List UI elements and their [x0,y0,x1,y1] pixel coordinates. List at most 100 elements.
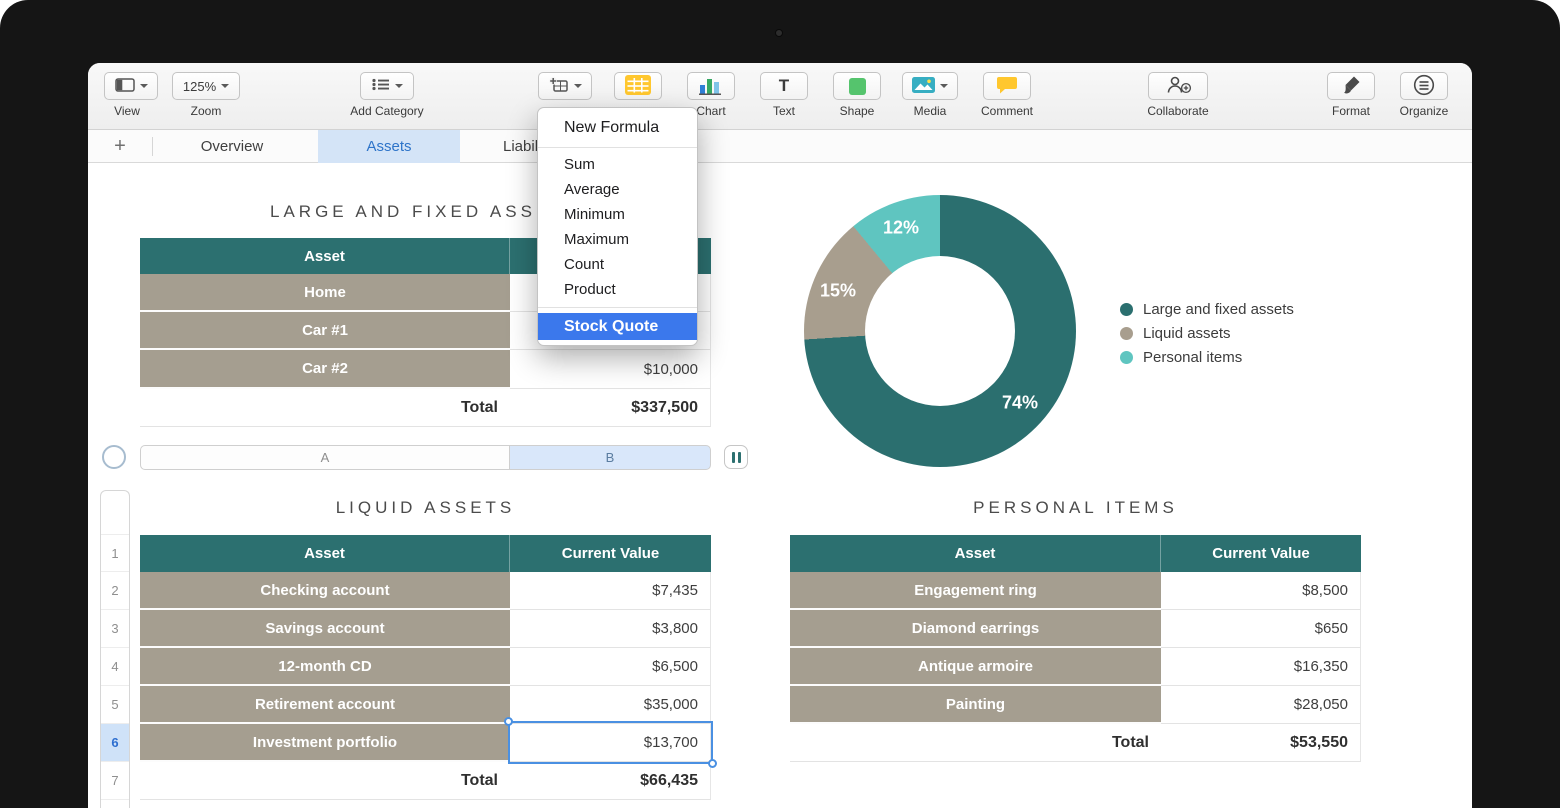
slice-label-large-fixed: 74% [1001,392,1039,413]
row-number[interactable]: 3 [101,610,129,648]
tab-overview[interactable]: Overview [200,138,264,155]
collaborate-button[interactable] [1148,72,1208,100]
view-button[interactable] [104,72,158,100]
cell-value[interactable]: $3,800 [510,610,711,648]
cell-asset[interactable]: Savings account [140,610,510,648]
cell-value[interactable]: $6,500 [510,648,711,686]
cell-asset[interactable]: Car #1 [140,312,510,350]
add-sheet-button[interactable]: + [114,135,126,157]
total-value[interactable]: $66,435 [510,762,711,800]
cell-value[interactable]: $35,000 [510,686,711,724]
chevron-down-icon [139,84,148,88]
chevron-down-icon [394,84,403,88]
table-row: Painting $28,050 [790,686,1361,724]
menu-item-minimum[interactable]: Minimum [564,206,625,223]
column-header-asset[interactable]: Asset [790,535,1161,572]
cell-value[interactable]: $650 [1161,610,1361,648]
column-header-asset[interactable]: Asset [140,535,510,572]
legend-label: Personal items [1143,348,1243,366]
row-number[interactable]: 2 [101,572,129,610]
shape-button[interactable] [833,72,881,100]
row-number[interactable]: 5 [101,686,129,724]
cell-value[interactable]: $7,435 [510,572,711,610]
column-header-b[interactable]: B [509,445,711,470]
cell-asset[interactable]: Checking account [140,572,510,610]
chevron-down-icon [221,84,230,88]
selection-handle-bottom-right[interactable] [708,759,717,768]
organize-button[interactable] [1400,72,1448,100]
category-list-icon [371,78,390,94]
cell-asset[interactable]: Investment portfolio [140,724,510,762]
tab-divider [152,137,153,156]
row-number-selected[interactable]: 6 [101,724,129,762]
menu-item-sum[interactable]: Sum [564,156,595,173]
menu-item-count[interactable]: Count [564,256,605,273]
chart-legend: Large and fixed assets Liquid assets Per… [1120,301,1294,373]
total-label[interactable]: Total [790,724,1161,762]
total-value[interactable]: $337,500 [510,389,711,427]
selected-cell-outline [504,717,717,768]
total-label[interactable]: Total [140,389,510,427]
personal-items-title[interactable]: PERSONAL ITEMS [973,498,1178,517]
fixed-assets-title[interactable]: LARGE AND FIXED ASSETS [270,202,581,221]
row-number[interactable]: 7 [101,762,129,800]
total-value[interactable]: $53,550 [1161,724,1361,762]
row-number[interactable]: 4 [101,648,129,686]
cell-asset[interactable]: Home [140,274,510,312]
text-button[interactable]: T [760,72,808,100]
menu-item-average[interactable]: Average [564,181,620,198]
cell-value[interactable]: $16,350 [1161,648,1361,686]
column-header-asset[interactable]: Asset [140,238,510,274]
slice-label-liquid: 15% [819,280,857,301]
media-button[interactable] [902,72,958,100]
table-row: Diamond earrings $650 [790,610,1361,648]
zoom-value: 125% [182,78,217,94]
table-resize-handle[interactable] [724,445,748,469]
row-number-spacer [101,491,129,535]
zoom-button[interactable]: 125% [172,72,240,100]
cell-asset[interactable]: Car #2 [140,350,510,389]
cell-asset[interactable]: Painting [790,686,1161,724]
comment-button[interactable] [983,72,1031,100]
menu-item-new-formula[interactable]: New Formula [564,119,660,136]
liquid-assets-title[interactable]: LIQUID ASSETS [335,498,516,517]
menu-item-maximum[interactable]: Maximum [564,231,630,248]
cell-asset[interactable]: Engagement ring [790,572,1161,610]
row-number[interactable]: 1 [101,535,129,572]
table-row: Antique armoire $16,350 [790,648,1361,686]
table-row: Investment portfolio $13,700 [140,724,711,762]
table-select-handle[interactable] [102,445,126,469]
add-category-button[interactable] [360,72,414,100]
cell-asset[interactable]: Antique armoire [790,648,1161,686]
table-header-row: Asset Current Value [790,535,1361,572]
table-row: Checking account $7,435 [140,572,711,610]
selection-handle-top-left[interactable] [504,717,513,726]
total-label[interactable]: Total [140,762,510,800]
cell-value[interactable]: $28,050 [1161,686,1361,724]
row-number-strip: 1 2 3 4 5 6 7 [100,490,130,808]
chart-button-label: Chart [696,104,726,118]
column-header-current-value[interactable]: Current Value [1161,535,1361,572]
insert-formula-button[interactable] [538,72,592,100]
add-category-label: Add Category [350,104,424,118]
table-button[interactable] [614,72,662,100]
cell-asset[interactable]: 12-month CD [140,648,510,686]
menu-item-product[interactable]: Product [564,281,616,298]
chart-button[interactable] [687,72,735,100]
cell-asset[interactable]: Retirement account [140,686,510,724]
column-header-current-value[interactable]: Current Value [510,535,711,572]
assets-donut-chart-object[interactable]: 74% 15% 12% [804,195,1076,467]
tab-assets[interactable]: Assets [318,130,460,163]
view-button-label: View [114,104,140,118]
format-button[interactable] [1327,72,1375,100]
cell-value[interactable]: $8,500 [1161,572,1361,610]
cell-value-selected[interactable]: $13,700 [510,724,711,762]
camera-dot [775,29,783,37]
organize-button-label: Organize [1399,104,1449,118]
menu-item-stock-quote[interactable]: Stock Quote [538,313,697,340]
cell-value[interactable]: $10,000 [510,350,711,389]
shape-button-label: Shape [839,104,875,118]
cell-asset[interactable]: Diamond earrings [790,610,1161,648]
column-header-a[interactable]: A [140,445,510,470]
